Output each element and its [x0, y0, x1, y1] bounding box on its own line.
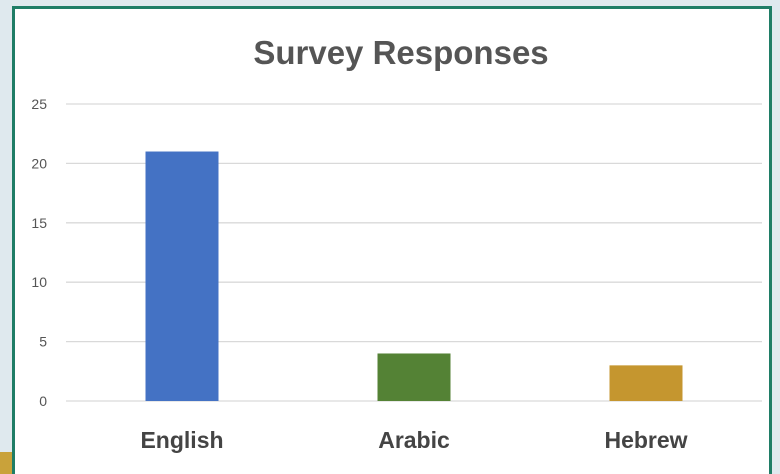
x-tick-label-english: English	[140, 427, 223, 453]
y-tick-label: 10	[31, 274, 47, 290]
bar-english	[145, 151, 219, 401]
y-tick-label: 25	[31, 96, 47, 112]
bar-arabic	[377, 353, 451, 401]
chart-title: Survey Responses	[253, 34, 548, 71]
x-axis-labels: English Arabic Hebrew	[140, 427, 687, 453]
y-tick-label: 5	[39, 334, 47, 350]
x-tick-label-hebrew: Hebrew	[604, 427, 687, 453]
bar-hebrew	[609, 365, 683, 401]
corner-accent	[0, 452, 14, 474]
y-tick-label: 20	[31, 155, 47, 171]
x-tick-label-arabic: Arabic	[378, 427, 450, 453]
bars	[145, 151, 683, 401]
y-axis-ticks: 0 5 10 15 20 25	[31, 96, 47, 409]
y-tick-label: 0	[39, 393, 47, 409]
y-tick-label: 15	[31, 215, 47, 231]
